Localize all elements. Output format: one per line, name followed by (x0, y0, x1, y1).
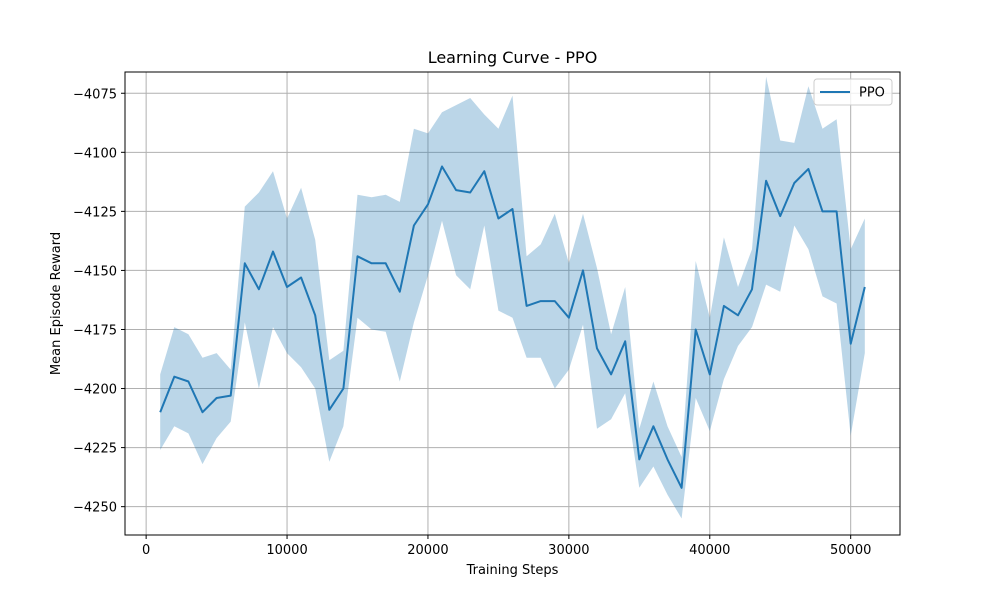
grid-layer (125, 72, 900, 535)
ppo-series-line (159, 165, 866, 489)
y-tick-label: −4100 (73, 146, 117, 161)
band-layer (160, 76, 865, 519)
x-tick-label: 50000 (830, 543, 871, 558)
legend-box (813, 78, 893, 106)
x-tick-label: 30000 (548, 543, 589, 558)
x-tick-label: 40000 (689, 543, 730, 558)
y-tick-label: −4075 (73, 87, 117, 102)
y-tick-label: −4250 (73, 501, 117, 516)
y-axis: −4250 −4225 −4200 −4175 −4150 −4125 −4100 −4075 (73, 87, 125, 516)
y-tick-label: −4125 (73, 205, 117, 220)
x-tick-label: 20000 (407, 543, 448, 558)
x-tick-label: 10000 (266, 543, 307, 558)
line-layer (159, 165, 866, 489)
legend: PPO (813, 78, 893, 106)
y-tick-label: −4150 (73, 264, 117, 279)
legend-label: PPO (859, 86, 885, 101)
confidence-band (160, 76, 865, 519)
x-axis-label: Training Steps (466, 563, 559, 578)
y-tick-label: −4175 (73, 323, 117, 338)
y-axis-label: Mean Episode Reward (49, 232, 64, 375)
chart-title: Learning Curve - PPO (428, 48, 598, 67)
x-axis: 0 10000 20000 30000 40000 50000 (142, 535, 871, 558)
x-tick-label: 0 (142, 543, 150, 558)
y-tick-label: −4225 (73, 442, 117, 457)
y-tick-label: −4200 (73, 383, 117, 398)
plot-area-frame (124, 71, 901, 536)
